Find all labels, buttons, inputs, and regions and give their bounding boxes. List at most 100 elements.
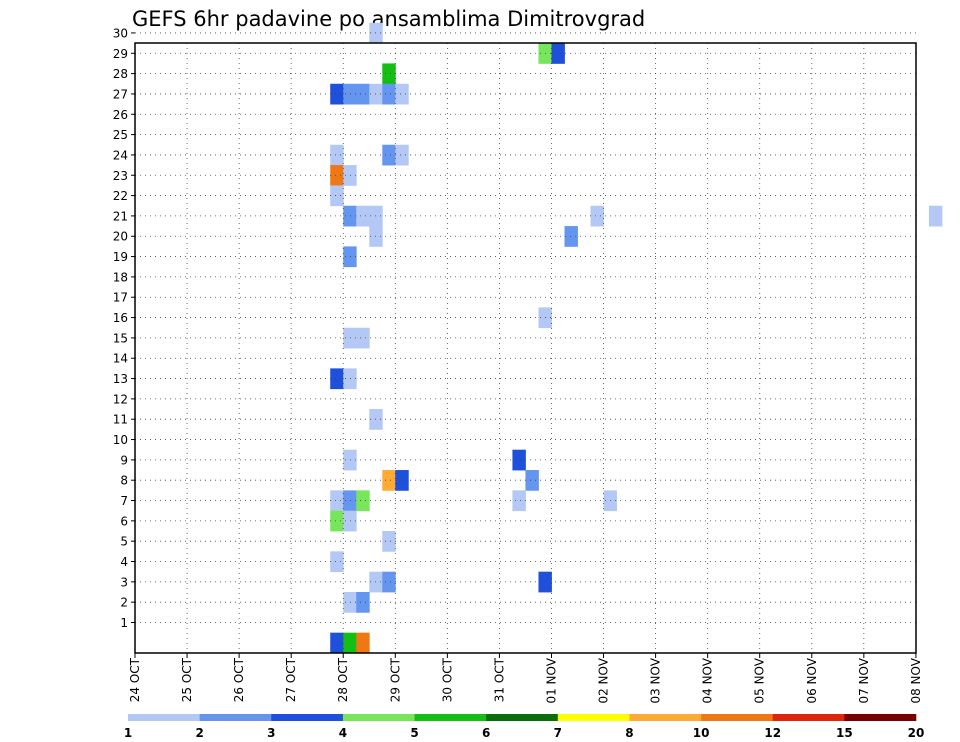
y-tick-label: 3: [120, 575, 128, 589]
y-tick-label: 8: [120, 474, 128, 488]
precip-cell: [343, 592, 357, 613]
precip-cell: [343, 205, 357, 227]
x-tick-label: 05 NOV: [753, 657, 767, 703]
precip-cell: [382, 531, 396, 552]
precip-cell: [395, 144, 409, 166]
precip-cell: [356, 205, 370, 227]
y-tick-label: 30: [113, 26, 128, 40]
x-tick-label: 01 NOV: [544, 657, 558, 703]
color-legend: 1 2 3 4 5 6 7 8 10 12 15 20: [124, 714, 925, 740]
x-axis-ticks: 24 OCT 25 OCT 26 OCT 27 OCT 28 OCT 29 OCT 30 O…: [128, 653, 923, 704]
precip-cell: [395, 470, 409, 491]
x-tick-label: 27 OCT: [284, 657, 298, 702]
precip-cell: [343, 83, 357, 105]
precip-cell: [343, 510, 357, 532]
precip-cell: [343, 165, 357, 186]
legend-label: 1: [124, 726, 132, 740]
y-tick-label: 13: [113, 372, 128, 386]
y-tick-label: 5: [120, 535, 128, 549]
x-tick-label: 29 OCT: [388, 657, 402, 702]
x-tick-label: 08 NOV: [909, 657, 923, 703]
precip-cell: [330, 490, 344, 512]
precip-cell: [590, 205, 604, 227]
heatmap-cells: [330, 22, 943, 654]
legend-label: 8: [625, 726, 633, 740]
y-tick-label: 27: [113, 87, 128, 101]
precip-cell: [330, 551, 344, 573]
legend-swatch: [271, 714, 344, 721]
y-axis-ticks: 1234567891011121314151617181920212223242…: [113, 26, 135, 630]
x-tick-label: 28 OCT: [336, 657, 350, 702]
legend-label: 4: [339, 726, 347, 740]
legend-label: 15: [836, 726, 853, 740]
precip-cell: [343, 449, 357, 471]
gridlines: [135, 32, 917, 653]
legend-label: 2: [195, 726, 203, 740]
legend-label: 12: [764, 726, 781, 740]
legend-label: 6: [482, 726, 490, 740]
y-tick-label: 25: [113, 128, 128, 142]
legend-swatch: [486, 714, 559, 721]
precip-cell: [356, 490, 370, 512]
legend-swatch: [557, 714, 630, 721]
x-tick-label: 24 OCT: [128, 657, 142, 702]
precip-cell: [343, 368, 357, 390]
y-tick-label: 10: [113, 433, 128, 447]
y-tick-label: 29: [113, 47, 128, 61]
precip-cell: [382, 63, 396, 85]
precip-cell: [330, 368, 344, 390]
y-tick-label: 6: [120, 514, 128, 528]
precip-cell: [525, 470, 539, 491]
legend-label: 10: [693, 726, 710, 740]
precip-cell: [330, 144, 344, 166]
y-tick-label: 28: [113, 67, 128, 81]
y-tick-label: 23: [113, 169, 128, 183]
legend-swatch: [414, 714, 487, 721]
precip-cell: [356, 83, 370, 105]
legend-swatch: [844, 714, 917, 721]
precip-cell: [356, 327, 370, 349]
y-tick-label: 15: [113, 331, 128, 345]
precip-cell: [330, 83, 344, 105]
precip-cell: [343, 632, 357, 654]
x-tick-label: 26 OCT: [232, 657, 246, 702]
precip-cell: [395, 83, 409, 105]
precip-cell: [356, 632, 370, 654]
x-tick-label: 02 NOV: [597, 657, 611, 703]
precip-cell: [564, 226, 578, 247]
precip-cell: [382, 144, 396, 166]
precip-cell: [512, 490, 526, 512]
legend-label: 7: [554, 726, 562, 740]
legend-swatch: [701, 714, 774, 721]
precip-cell: [382, 83, 396, 105]
y-tick-label: 21: [113, 209, 128, 223]
y-tick-label: 19: [113, 250, 128, 264]
legend-swatch: [342, 714, 415, 721]
x-tick-label: 03 NOV: [649, 657, 663, 703]
legend-swatch: [772, 714, 845, 721]
y-tick-label: 24: [113, 148, 128, 162]
legend-swatch: [199, 714, 272, 721]
precip-cell: [343, 246, 357, 268]
x-tick-label: 06 NOV: [805, 657, 819, 703]
precip-cell: [382, 571, 396, 593]
plot-frame: [134, 42, 917, 654]
precip-cell: [551, 43, 565, 64]
legend-label: 5: [410, 726, 418, 740]
legend-swatch: [629, 714, 702, 721]
y-tick-label: 1: [120, 616, 128, 630]
legend-label: 20: [908, 726, 925, 740]
y-tick-label: 26: [113, 108, 128, 122]
precip-cell: [330, 185, 344, 207]
y-tick-label: 22: [113, 189, 128, 203]
y-tick-label: 2: [120, 596, 128, 610]
y-tick-label: 20: [113, 230, 128, 244]
y-tick-label: 12: [113, 392, 128, 406]
precip-cell: [330, 165, 344, 186]
precip-cell: [330, 632, 344, 654]
precip-cell: [382, 470, 396, 491]
y-tick-label: 11: [113, 413, 128, 427]
y-tick-label: 9: [120, 453, 128, 467]
y-tick-label: 7: [120, 494, 128, 508]
precip-cell: [356, 592, 370, 613]
